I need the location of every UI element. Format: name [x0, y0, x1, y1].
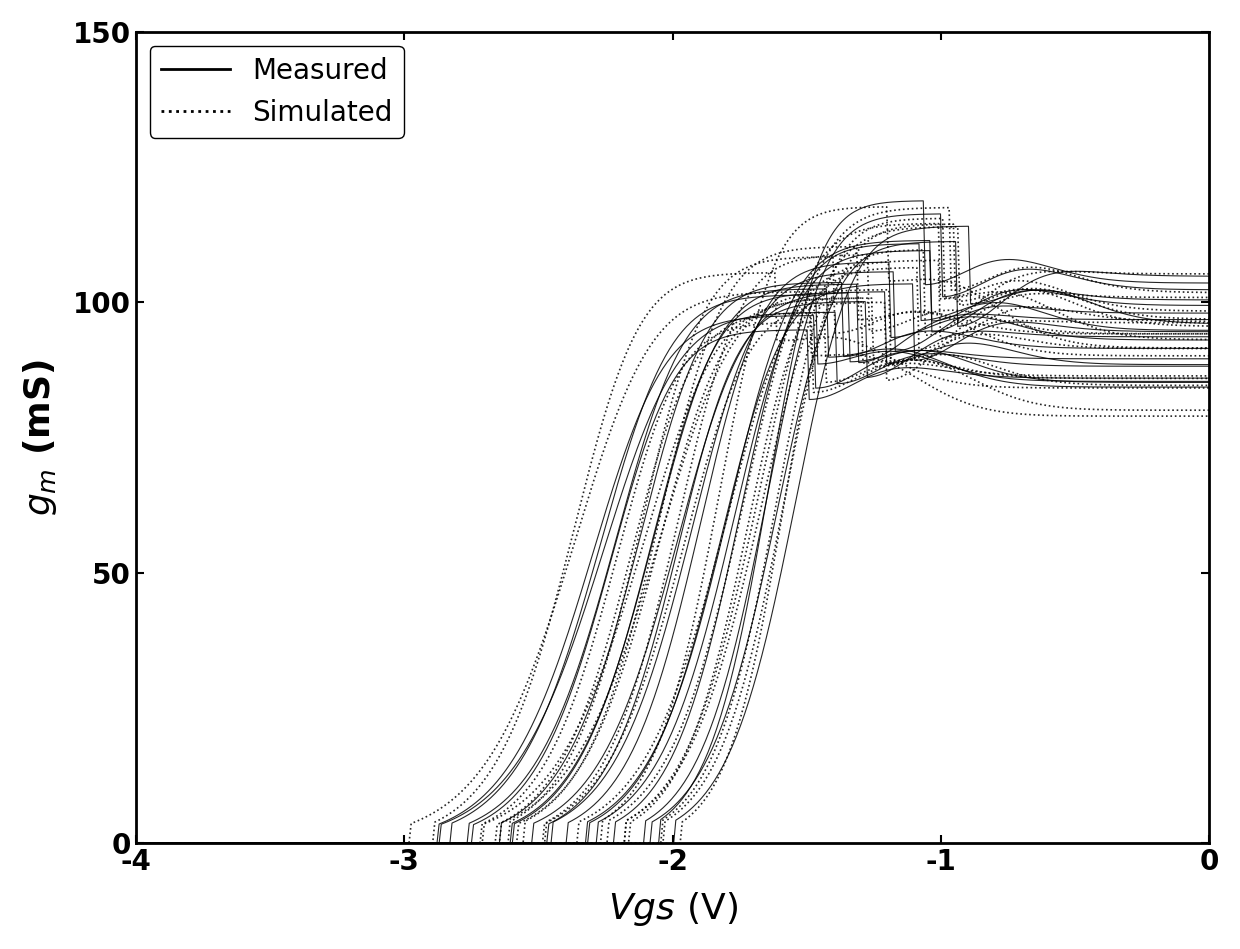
X-axis label: $\mathit{V}$$\mathit{gs}$$\rm\ (V)$: $\mathit{V}$$\mathit{gs}$$\rm\ (V)$	[608, 890, 738, 928]
Legend: Measured, Simulated: Measured, Simulated	[150, 46, 404, 138]
Y-axis label: $\mathit{g_m}$ (mS): $\mathit{g_m}$ (mS)	[21, 360, 58, 516]
